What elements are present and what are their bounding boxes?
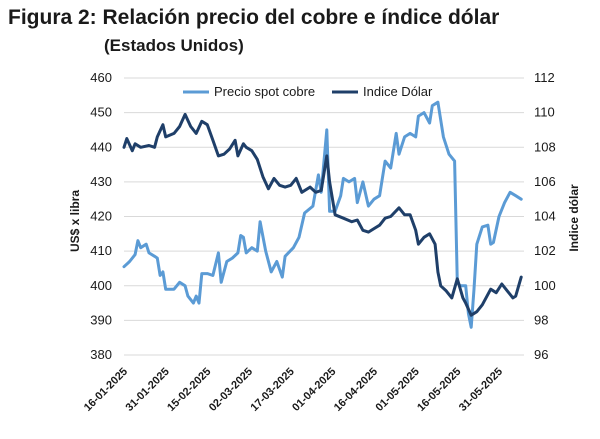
y2-axis-title: Indice dólar — [567, 184, 581, 252]
chart-title: Figura 2: Relación precio del cobre e ín… — [8, 6, 500, 29]
y2-tick-label: 108 — [534, 139, 556, 154]
y2-tick-label: 106 — [534, 174, 556, 189]
y-tick-label: 430 — [90, 174, 112, 189]
y-tick-label: 440 — [90, 139, 112, 154]
legend: Precio spot cobre Indice Dólar — [183, 84, 433, 99]
y2-tick-label: 102 — [534, 243, 556, 258]
y-tick-label: 450 — [90, 105, 112, 120]
legend-label: Indice Dólar — [363, 84, 433, 99]
y2-tick-label: 96 — [534, 347, 548, 362]
x-tick-label: 16-05-2025 — [415, 366, 463, 414]
x-tick-label: 02-03-2025 — [207, 366, 255, 414]
x-axis-ticks: 16-01-202531-01-202515-02-202502-03-2025… — [82, 366, 505, 414]
x-tick-label: 17-03-2025 — [249, 366, 297, 414]
y-tick-label: 420 — [90, 209, 112, 224]
x-tick-label: 01-04-2025 — [290, 366, 338, 414]
y2-tick-label: 110 — [534, 105, 555, 120]
y-tick-label: 400 — [90, 278, 112, 293]
y2-tick-label: 100 — [534, 278, 556, 293]
chart-subtitle: (Estados Unidos) — [104, 36, 244, 55]
y-tick-label: 380 — [90, 347, 112, 362]
y2-tick-label: 104 — [534, 209, 556, 224]
x-tick-label: 15-02-2025 — [165, 366, 213, 414]
series-group — [122, 100, 523, 329]
x-tick-label: 16-04-2025 — [332, 366, 380, 414]
y2-tick-label: 112 — [534, 70, 555, 85]
legend-label: Precio spot cobre — [214, 84, 315, 99]
x-tick-label: 31-05-2025 — [457, 366, 505, 414]
y-tick-label: 410 — [90, 243, 112, 258]
series-line — [122, 112, 523, 317]
y2-tick-label: 98 — [534, 312, 548, 327]
y-tick-label: 460 — [90, 70, 112, 85]
left-axis-ticks: 380 390 400 410 420 430 440 450 460 — [90, 70, 112, 362]
y-tick-label: 390 — [90, 312, 112, 327]
y-axis-title: US$ x libra — [68, 190, 82, 252]
x-tick-label: 16-01-2025 — [82, 366, 130, 414]
x-tick-label: 01-05-2025 — [374, 366, 422, 414]
right-axis-ticks: 96 98 100 102 104 106 108 110 112 — [534, 70, 556, 362]
x-tick-label: 31-01-2025 — [124, 366, 172, 414]
